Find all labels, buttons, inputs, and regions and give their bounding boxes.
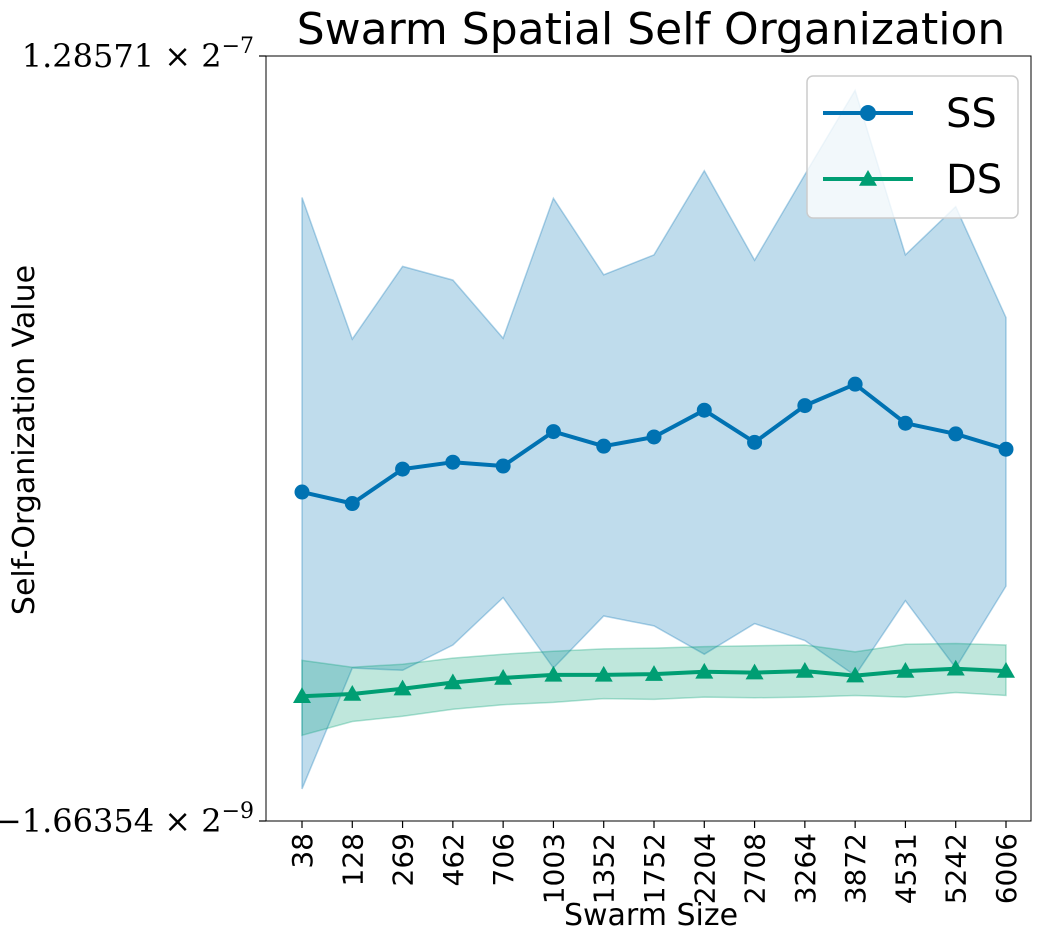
x-tick-label: 3872 <box>839 833 872 904</box>
plot-frame <box>265 55 1032 822</box>
x-tick-label: 5242 <box>940 833 973 904</box>
ss-point <box>294 484 310 500</box>
x-tick-label: 4531 <box>889 833 922 904</box>
ss-point <box>495 458 511 474</box>
ds-point <box>293 687 311 704</box>
ss-point <box>897 415 913 431</box>
ds-band <box>301 642 1007 737</box>
ds-point <box>946 659 965 676</box>
ss-point <box>596 438 612 454</box>
ss-point <box>747 434 763 450</box>
ds-point <box>544 665 563 682</box>
ds-point <box>393 679 412 696</box>
x-tick-label: 2708 <box>739 833 772 904</box>
ss-point <box>797 398 813 414</box>
ss-point <box>445 454 461 470</box>
ds-point <box>846 666 865 683</box>
x-tick-label: 2204 <box>688 833 721 904</box>
x-tick-label: 1752 <box>638 833 671 904</box>
x-tick-label: 462 <box>437 833 470 886</box>
ss-legend-marker <box>860 105 876 121</box>
x-tick-label: 1352 <box>588 833 621 904</box>
x-tick-label: 128 <box>336 833 369 886</box>
legend: SS DS <box>806 75 1019 219</box>
x-tick-label: 706 <box>487 833 520 886</box>
ss-point <box>545 424 561 440</box>
ds-point <box>896 662 915 678</box>
y-tick-label: 1.28571 × 2−7 <box>22 34 254 75</box>
ss-point <box>646 429 662 445</box>
ss-point <box>948 426 964 442</box>
ds-point <box>343 685 362 701</box>
ds-legend-label: DS <box>946 157 1002 203</box>
x-tick-label: 38 <box>286 833 319 869</box>
ss-point <box>395 461 411 477</box>
ss-point <box>696 402 712 418</box>
y-axis-label: Self-Organization Value <box>7 265 42 615</box>
ss-point <box>847 376 863 392</box>
x-tick-label: 6006 <box>990 833 1023 904</box>
series-markers <box>293 376 1015 704</box>
x-tick-label: 1003 <box>537 833 570 904</box>
ss-point <box>344 496 360 512</box>
ds-point <box>745 663 764 680</box>
y-tick-label: −1.66354 × 2−9 <box>0 799 254 840</box>
ds-point <box>494 668 513 685</box>
ds-point <box>795 662 814 678</box>
ss-point <box>998 441 1014 457</box>
y-axis: 1.28571 × 2−7 −1.66354 × 2−9 <box>0 34 266 840</box>
chart-title: Swarm Spatial Self Organization <box>297 4 1006 55</box>
x-tick-label: 3264 <box>789 833 822 904</box>
x-axis: 38 128 269 462 706 1003 1352 1752 2204 2708 3264 38… <box>286 821 1023 904</box>
ds-point <box>443 673 462 690</box>
ds-point <box>594 665 613 682</box>
ds-legend-marker <box>859 170 877 186</box>
ds-point <box>695 662 714 679</box>
x-axis-label: Swarm Size <box>564 898 738 933</box>
ds-point <box>645 665 663 681</box>
ss-legend-label: SS <box>946 91 997 137</box>
x-tick-label: 269 <box>387 833 420 886</box>
ds-point <box>997 662 1015 678</box>
